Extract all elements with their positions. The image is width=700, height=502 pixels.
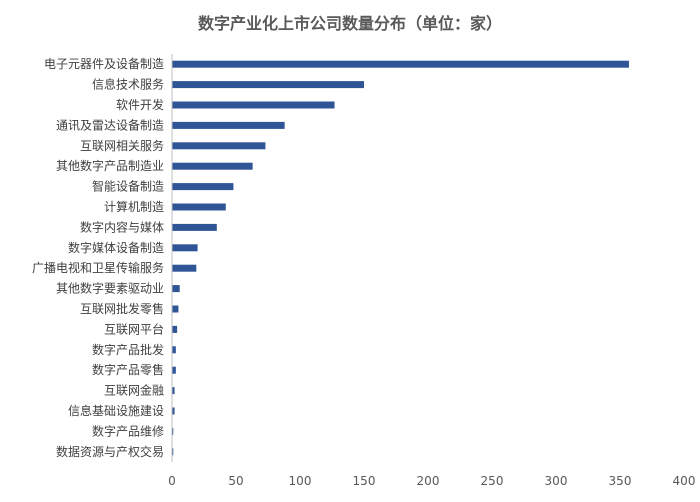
bar bbox=[172, 60, 629, 68]
category-label: 通讯及雷达设备制造 bbox=[56, 118, 164, 132]
x-tick-label: 50 bbox=[228, 474, 243, 488]
category-label: 互联网相关服务 bbox=[80, 138, 164, 153]
bar bbox=[172, 142, 266, 150]
category-label: 数字媒体设备制造 bbox=[68, 240, 164, 255]
category-label: 数据资源与产权交易 bbox=[56, 444, 164, 459]
x-axis-ticks: 0 50 100 150 200 250 300 350 400 bbox=[168, 474, 695, 488]
x-tick-label: 150 bbox=[353, 474, 376, 488]
category-label: 数字产品批发 bbox=[92, 342, 164, 357]
bar bbox=[172, 427, 174, 435]
bar bbox=[172, 223, 217, 231]
x-tick-label: 300 bbox=[545, 474, 568, 488]
category-labels: 电子元器件及设备制造信息技术服务软件开发通讯及雷达设备制造互联网相关服务其他数字… bbox=[32, 57, 164, 459]
bar bbox=[172, 285, 180, 293]
bar bbox=[172, 183, 234, 191]
category-label: 软件开发 bbox=[116, 97, 164, 112]
x-tick-label: 200 bbox=[417, 474, 440, 488]
bar bbox=[172, 121, 285, 129]
category-label: 其他数字要素驱动业 bbox=[56, 281, 164, 296]
bar bbox=[172, 448, 174, 456]
bar bbox=[172, 244, 198, 252]
category-label: 信息技术服务 bbox=[92, 77, 164, 92]
bar bbox=[172, 305, 179, 313]
bar bbox=[172, 407, 175, 415]
bar bbox=[172, 264, 197, 272]
category-label: 数字产品零售 bbox=[92, 362, 164, 377]
bar bbox=[172, 346, 176, 354]
bar bbox=[172, 366, 176, 374]
category-label: 互联网平台 bbox=[104, 321, 164, 336]
x-tick-label: 400 bbox=[673, 474, 696, 488]
bar bbox=[172, 101, 335, 109]
category-label: 智能设备制造 bbox=[92, 179, 164, 194]
bar bbox=[172, 203, 226, 211]
category-label: 数字内容与媒体 bbox=[80, 219, 164, 234]
x-tick-label: 250 bbox=[481, 474, 504, 488]
chart-title: 数字产业化上市公司数量分布（单位：家） bbox=[198, 14, 502, 33]
x-tick-label: 100 bbox=[289, 474, 312, 488]
x-tick-label: 350 bbox=[609, 474, 632, 488]
bar bbox=[172, 325, 178, 333]
bar bbox=[172, 162, 253, 170]
category-label: 电子元器件及设备制造 bbox=[44, 57, 164, 71]
bars-group bbox=[172, 60, 629, 456]
category-label: 互联网批发零售 bbox=[80, 301, 164, 316]
bar bbox=[172, 387, 175, 395]
x-tick-label: 0 bbox=[168, 474, 176, 488]
category-label: 数字产品维修 bbox=[92, 423, 164, 438]
category-label: 计算机制造 bbox=[104, 199, 164, 214]
category-label: 互联网金融 bbox=[104, 383, 164, 398]
category-label: 信息基础设施建设 bbox=[68, 403, 164, 418]
category-label: 其他数字产品制造业 bbox=[56, 158, 164, 173]
category-label: 广播电视和卫星传输服务 bbox=[32, 260, 164, 275]
bar bbox=[172, 81, 364, 89]
